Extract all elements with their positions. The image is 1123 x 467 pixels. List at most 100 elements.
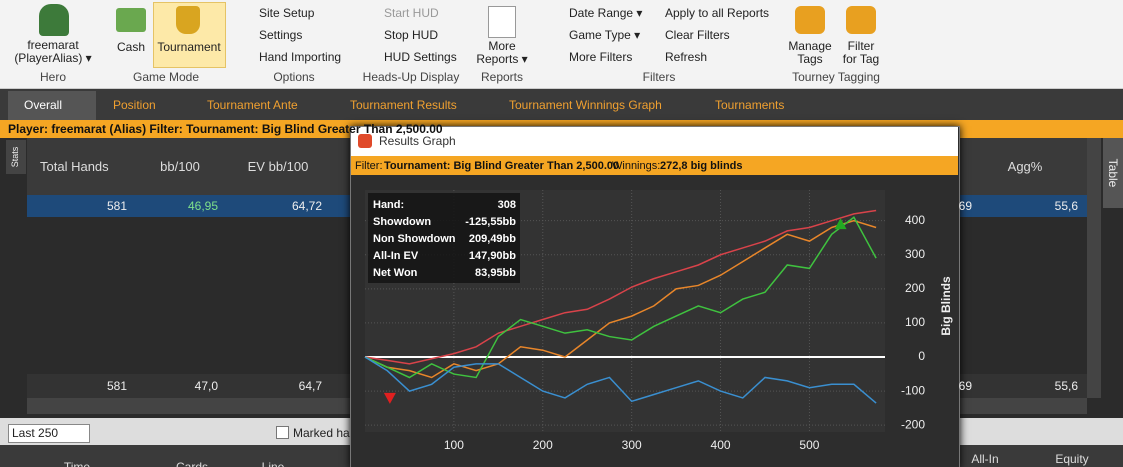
column-header[interactable]: All-In [971,452,999,466]
ribbon-button[interactable]: Manage [788,39,832,53]
checkbox[interactable] [276,426,289,439]
tab[interactable]: Tournament Winnings Graph [509,98,662,112]
ribbon-button[interactable]: More [488,39,516,53]
cell: 55,6 [1054,199,1078,213]
ribbon-button[interactable]: Stop HUD [384,28,439,42]
ribbon-button[interactable]: Tags [797,52,823,66]
ribbon-button[interactable]: Settings [259,28,303,42]
group-label: Hero [39,70,67,84]
cell: 581 [106,199,127,213]
group-label: Heads-Up Display [362,70,460,84]
tooltip-key: Hand: [373,199,405,211]
active-tab[interactable] [8,91,96,120]
filter-text: Player: freemarat (Alias) Filter: Tourna… [8,122,443,136]
cash-icon [116,8,146,32]
winnings-label: Winnings: [612,160,661,172]
x-tick-label: 200 [533,438,553,452]
winnings-value: 272,8 big blinds [660,160,743,172]
column-header[interactable]: Agg% [1007,159,1043,174]
side-tab-label[interactable]: Stats [10,146,20,168]
side-tab-label[interactable]: Table [1106,158,1120,188]
tab[interactable]: Tournaments [715,98,785,112]
total-cell: 55,6 [1054,379,1078,393]
column-header[interactable]: bb/100 [160,159,200,174]
y-tick-label: 0 [918,349,925,363]
cell: 69 [958,199,972,213]
stats-side-tab[interactable] [6,140,26,174]
column-header[interactable]: EV bb/100 [247,159,309,174]
filter-tag-icon [846,6,876,34]
marker [383,392,396,404]
ribbon-button[interactable]: Clear Filters [665,28,730,42]
y-axis-label: Big Blinds [939,276,953,336]
tooltip [368,193,520,283]
ribbon-button[interactable]: (PlayerAlias) ▾ [14,51,92,65]
y-tick-label: 400 [905,213,925,227]
tooltip-key: Showdown [373,216,432,228]
tooltip-key: All-In EV [373,250,419,262]
tab[interactable]: Overall [24,98,63,112]
column-header[interactable]: Line [261,460,285,467]
cell: 64,72 [291,199,322,213]
column-header[interactable]: Equity [1055,452,1089,466]
tab[interactable]: Position [113,98,156,112]
marker [834,218,847,230]
ribbon-button[interactable]: Cash [116,40,146,54]
graph-filter-bar [351,156,958,175]
ribbon-button[interactable]: freemarat [27,38,79,52]
group-label: Filters [642,70,676,84]
ribbon-button[interactable]: More Filters [569,50,633,64]
checkbox-label[interactable]: Marked ha [293,426,350,440]
ribbon-button[interactable]: for Tag [842,52,880,66]
tab[interactable]: Tournament Results [350,98,457,112]
ribbon-button[interactable]: Tournament [157,40,221,54]
column-header[interactable]: Total Hands [40,159,109,174]
total-cell: 69 [958,379,972,393]
range-select[interactable] [8,424,90,443]
ribbon-button[interactable]: Hand Importing [259,50,342,64]
group-label: Options [273,70,315,84]
tooltip-value: -125,55bb [465,216,516,228]
tooltip-value: 209,49bb [468,233,516,245]
filter-value: Tournament: Big Blind Greater Than 2,500… [384,160,620,172]
ribbon-button[interactable]: HUD Settings [384,50,457,64]
tag-icon [795,6,825,34]
y-tick-label: 100 [905,315,925,329]
graph-title-bar [351,127,958,156]
app-icon [358,134,372,148]
tab-bar [0,89,1123,120]
ribbon-button[interactable]: Refresh [665,50,708,64]
series-line [364,216,877,379]
series-line [364,209,877,365]
tooltip-value: 147,90bb [468,250,516,262]
trophy-icon [176,6,200,34]
tooltip-key: Non Showdown [373,233,456,245]
ribbon-button[interactable]: Filter [847,39,875,53]
x-tick-label: 300 [622,438,642,452]
group-label: Game Mode [132,70,200,84]
tab[interactable]: Tournament Ante [207,98,298,112]
ribbon-button[interactable]: Game Type ▾ [569,28,641,42]
v-scrollbar[interactable] [1087,138,1101,398]
total-cell: 47,0 [194,379,218,393]
ribbon-button[interactable]: Site Setup [259,6,315,20]
column-header[interactable]: Cards [175,460,209,467]
y-tick-label: -100 [901,383,925,397]
table-side-tab[interactable] [1103,138,1123,208]
filter-label: Filter: [355,160,383,172]
ribbon-button[interactable]: Start HUD [384,6,439,20]
group-label: Tourney Tagging [792,70,880,84]
y-tick-label: 200 [905,281,925,295]
ribbon-button[interactable]: Date Range ▾ [569,6,643,20]
tooltip-value: 83,95bb [475,267,516,279]
series-line [364,219,877,379]
total-cell: 581 [106,379,127,393]
window-title: Results Graph [379,134,456,148]
tooltip-value: 308 [497,199,516,211]
column-header[interactable]: Time [63,460,91,467]
range-value[interactable]: Last 250 [12,426,59,440]
ribbon-button[interactable]: Apply to all Reports [665,6,770,20]
tooltip-key: Net Won [373,267,418,279]
ribbon-button[interactable]: Reports ▾ [476,52,528,66]
